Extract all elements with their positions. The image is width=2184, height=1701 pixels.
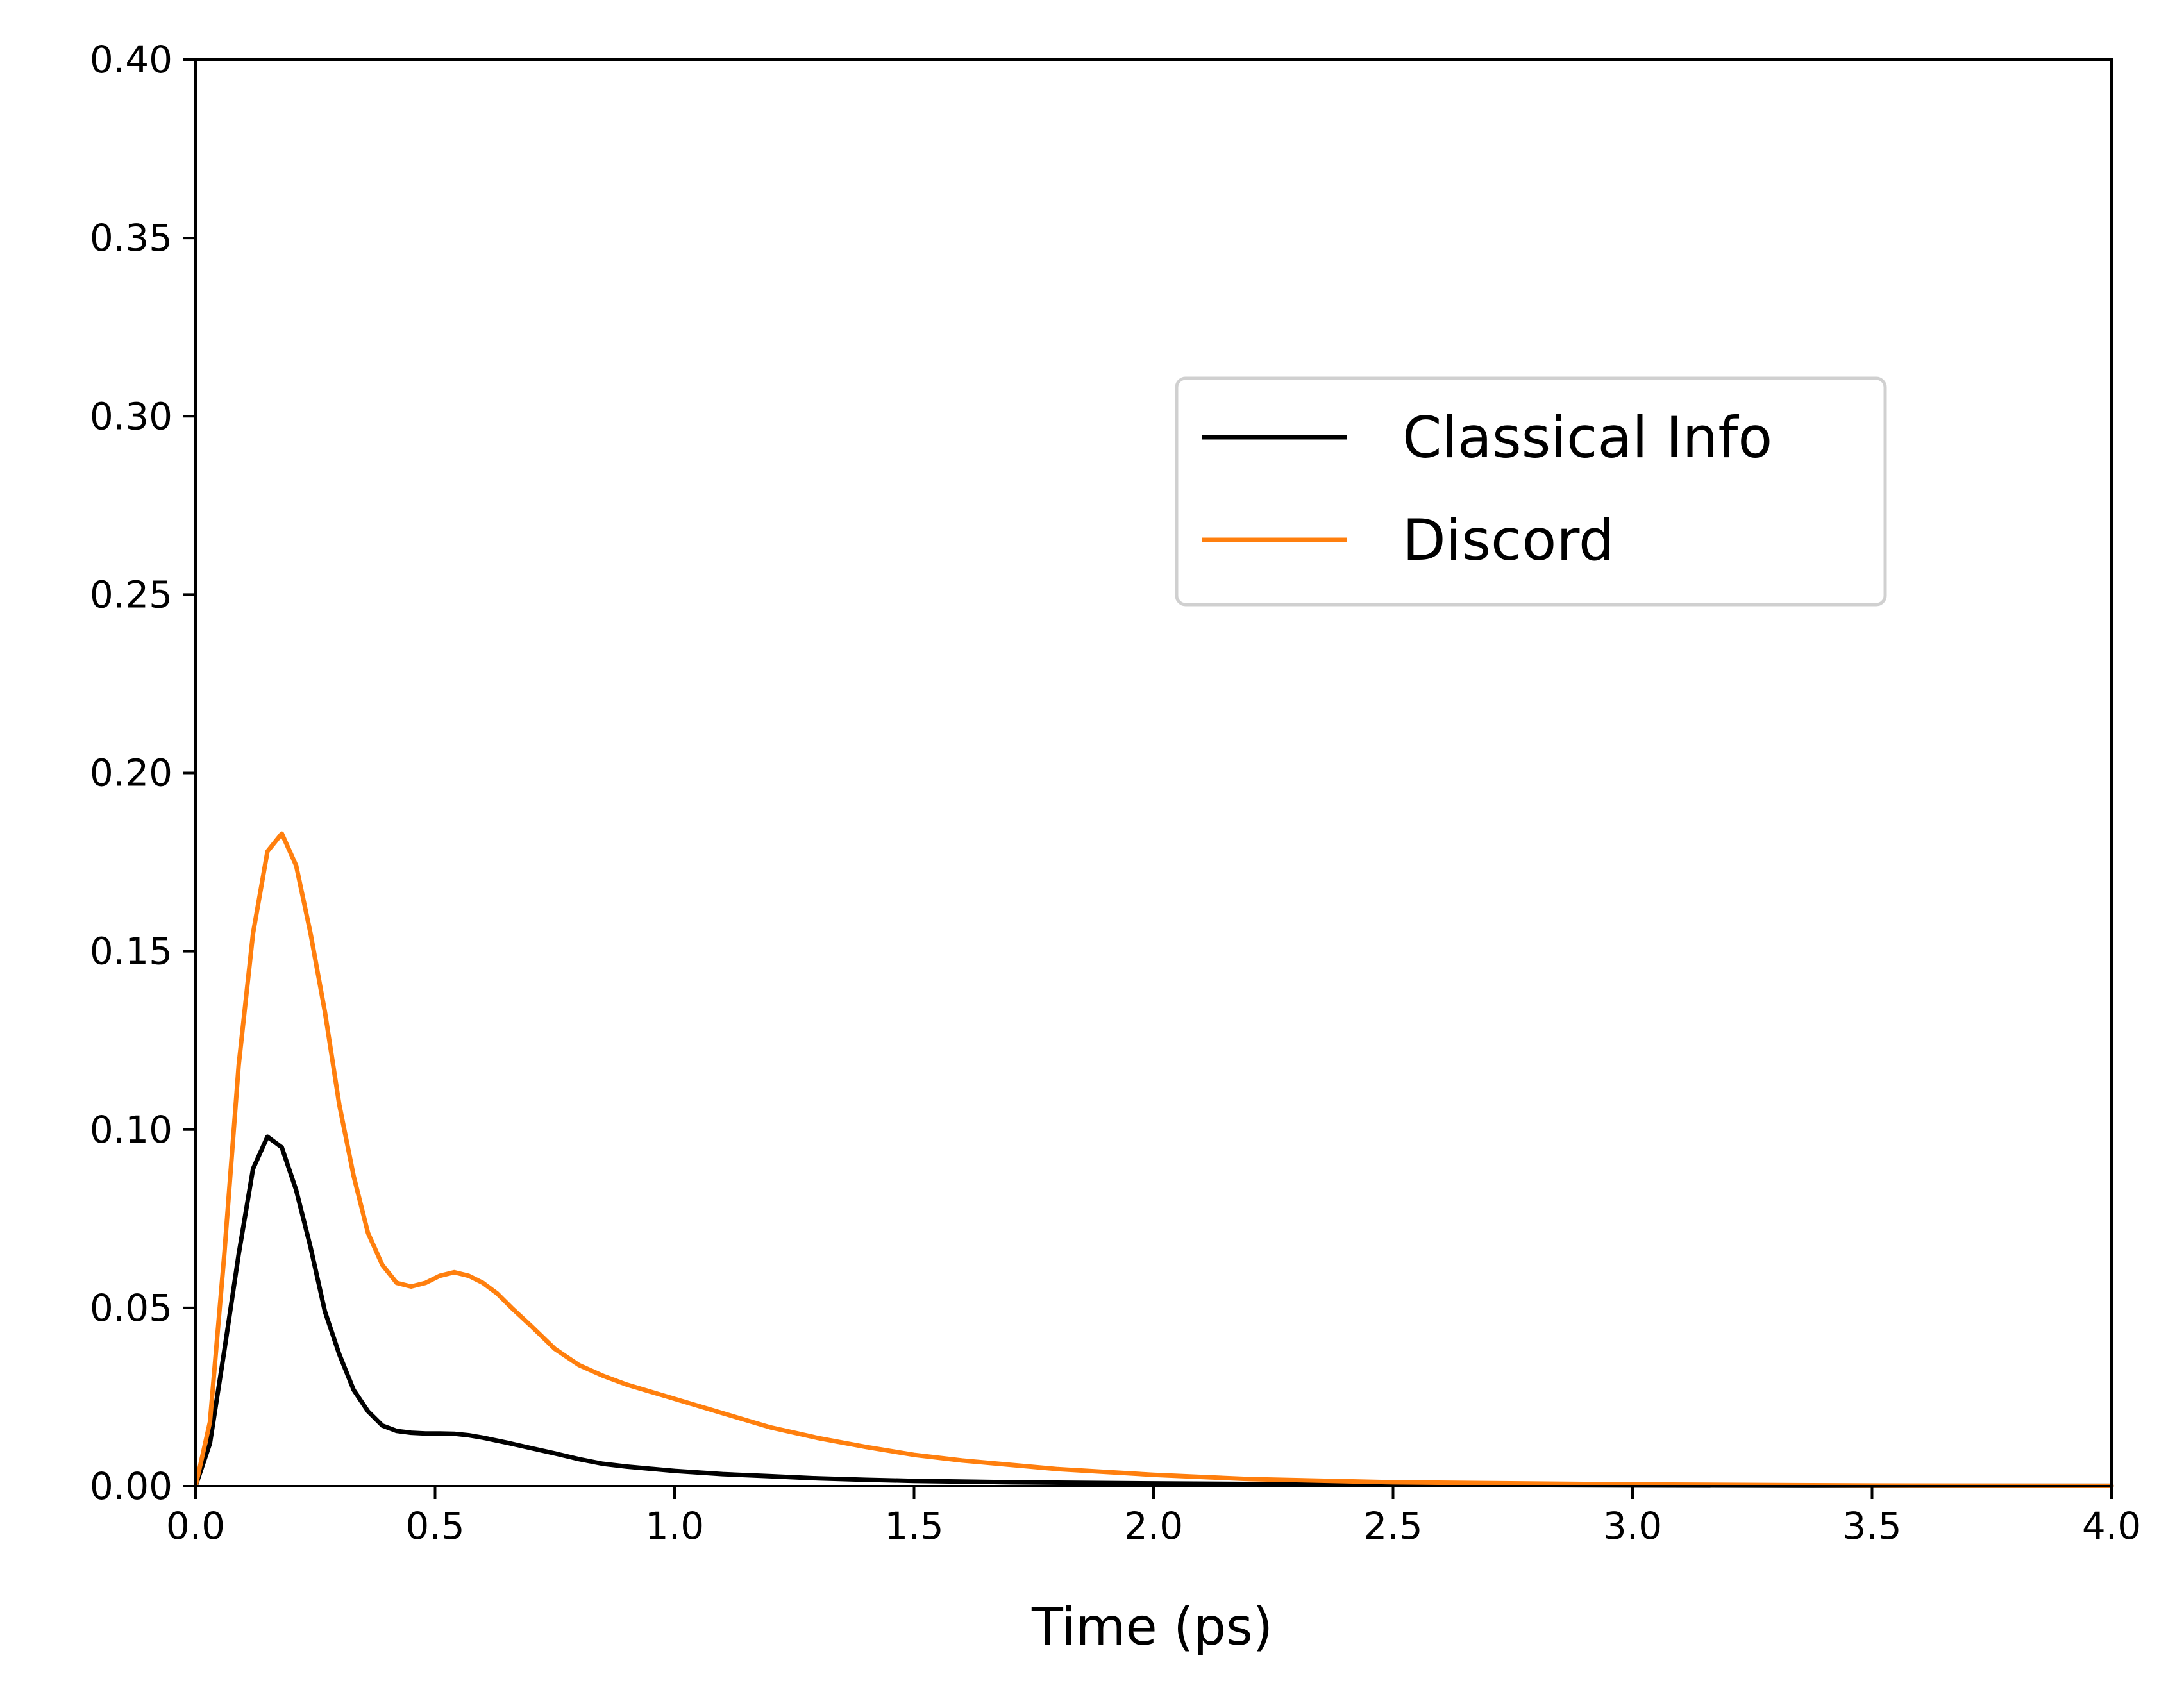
axes-layer: 0.0 0.5 1.0 1.5 2.0 2.5 3.0 3.5 4.0 0.00 0.05 0.10 0… [90,38,2141,1548]
y-tick-label: 0.30 [90,394,172,438]
x-tick-label: 0.0 [166,1504,225,1548]
x-tick-label: 3.0 [1603,1504,1662,1548]
y-tick-label: 0.20 [90,751,172,795]
legend-frame [1175,376,1887,607]
y-tick-label: 0.10 [90,1108,172,1152]
x-tick-label: 2.0 [1124,1504,1183,1548]
y-tick-label: 0.40 [90,38,172,81]
series-line-0 [193,1134,2114,1489]
y-tick-label: 0.15 [90,930,172,973]
x-tick-label: 3.5 [1842,1504,1901,1548]
series-line-1 [193,831,2114,1489]
series-layer [193,831,2114,1489]
legend-label-0: Classical Info [1402,405,1772,471]
x-tick-label: 4.0 [2082,1504,2141,1548]
x-tick-label: 1.0 [645,1504,704,1548]
legend-label-1: Discord [1402,507,1615,573]
y-tick-label: 0.35 [90,216,172,260]
y-tick-label: 0.05 [90,1286,172,1330]
x-tick-label: 1.5 [884,1504,943,1548]
x-axis-label: Time (ps) [1031,1597,1273,1657]
legend: Classical Info Discord [1175,376,1887,607]
y-tick-label: 0.00 [90,1464,172,1508]
x-tick-label: 0.5 [405,1504,464,1548]
x-tick-label: 2.5 [1363,1504,1422,1548]
y-tick-label: 0.25 [90,573,172,616]
